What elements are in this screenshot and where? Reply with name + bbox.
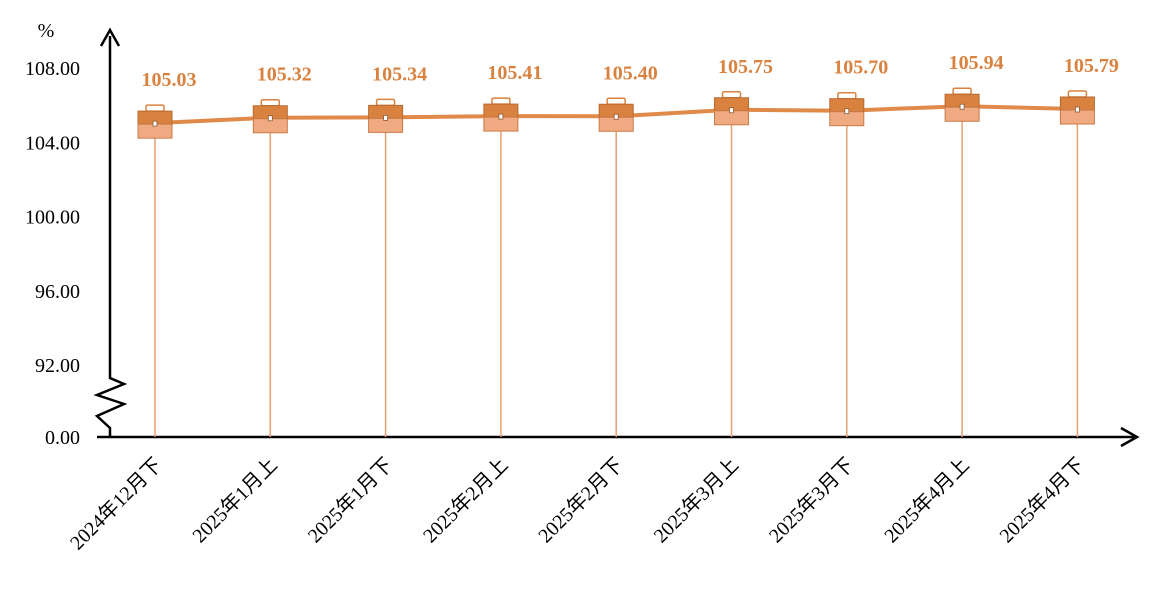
briefcase-handle — [375, 98, 396, 107]
briefcase-icon — [252, 98, 288, 134]
briefcase-handle — [837, 91, 857, 100]
y-tick-label: 100.00 — [25, 207, 80, 229]
x-tick-label: 2025年4月下 — [995, 453, 1089, 547]
briefcase-handle — [952, 87, 972, 95]
data-label: 105.40 — [603, 62, 658, 84]
data-label: 105.41 — [487, 62, 542, 84]
y-axis-line — [93, 36, 128, 437]
x-tick-label: 2025年1月上 — [188, 453, 282, 547]
y-axis-arrow — [99, 27, 121, 47]
y-tick-label: 0.00 — [45, 427, 80, 449]
briefcase-icon — [137, 104, 173, 139]
briefcase-handle — [1067, 90, 1088, 98]
briefcase-handle — [145, 104, 165, 112]
briefcase-clasp — [498, 113, 504, 120]
y-tick-label: 92.00 — [35, 355, 80, 377]
briefcase-clasp — [959, 103, 965, 110]
briefcase-icon — [714, 91, 749, 126]
briefcase-clasp — [844, 108, 850, 115]
data-label: 105.75 — [718, 56, 773, 78]
briefcase-clasp — [613, 113, 619, 120]
briefcase-handle — [260, 98, 281, 107]
briefcase-clasp — [267, 115, 273, 122]
x-tick-label: 2024年12月下 — [65, 453, 166, 554]
x-tick-label: 2025年3月上 — [649, 453, 743, 547]
briefcase-icon — [944, 87, 980, 122]
drop-lines — [154, 106, 1079, 437]
data-label: 105.32 — [257, 64, 312, 86]
x-tick-label: 2025年2月上 — [418, 453, 512, 547]
data-label: 105.34 — [372, 63, 427, 85]
briefcase-icon — [368, 98, 404, 133]
x-axis-arrow — [1120, 426, 1140, 448]
y-tick-label: 108.00 — [25, 58, 80, 80]
x-tick-label: 2025年4月上 — [880, 453, 974, 547]
y-axis-unit: % — [38, 20, 55, 42]
x-tick-label: 2025年2月下 — [534, 453, 628, 547]
x-tick-label: 2025年1月下 — [303, 453, 397, 547]
briefcase-handle — [491, 97, 511, 105]
briefcase-icon — [1059, 90, 1095, 125]
y-tick-label: 96.00 — [35, 281, 80, 303]
data-label: 105.94 — [949, 52, 1004, 74]
briefcase-clasp — [383, 114, 389, 121]
briefcase-handle — [606, 97, 626, 106]
y-tick-label: 104.00 — [25, 132, 80, 154]
data-label: 105.03 — [142, 69, 197, 91]
briefcase-clasp — [729, 107, 734, 114]
markers — [137, 87, 1095, 139]
briefcase-icon — [829, 91, 865, 127]
briefcase-icon — [598, 97, 634, 132]
data-label: 105.79 — [1064, 55, 1119, 77]
briefcase-icon — [483, 97, 519, 132]
briefcase-clasp — [1075, 106, 1080, 113]
briefcase-clasp — [152, 120, 158, 127]
x-tick-label: 2025年3月下 — [764, 453, 858, 547]
briefcase-handle — [721, 91, 742, 99]
data-label: 105.70 — [833, 57, 888, 79]
labels: 105.03 105.32 105.34 105.41 105.40 105.75 105.… — [142, 52, 1119, 91]
